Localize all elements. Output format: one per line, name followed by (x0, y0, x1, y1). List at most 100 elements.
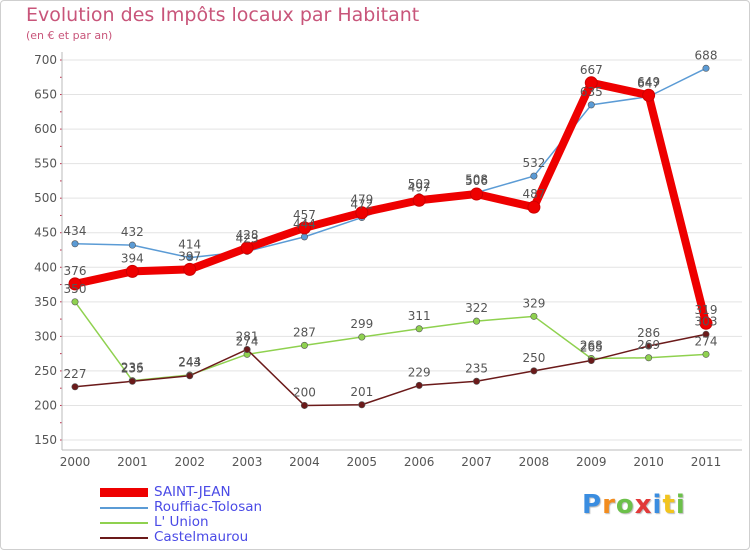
data-label-saint-jean: 649 (637, 75, 660, 89)
logo-letter: o (615, 490, 635, 520)
y-tick-label: 400 (34, 260, 57, 274)
data-label-saint-jean: 506 (465, 174, 488, 188)
data-label-castelmaurou: 227 (64, 367, 87, 381)
data-point-rouffiac-tolosan (71, 240, 79, 248)
x-tick-label: 2000 (60, 455, 91, 469)
legend-swatch-saint-jean (100, 488, 148, 497)
data-label-castelmaurou: 200 (293, 385, 316, 399)
data-point-castelmaurou (128, 377, 136, 385)
data-label-castelmaurou: 281 (236, 329, 259, 343)
x-tick-label: 2007 (461, 455, 492, 469)
data-point-castelmaurou (473, 377, 481, 385)
legend-swatch-l-union (100, 521, 148, 524)
legend-item-rouffiac-tolosan[interactable]: Rouffiac-Tolosan (100, 500, 262, 515)
data-label-castelmaurou: 201 (350, 385, 373, 399)
data-point-castelmaurou (300, 401, 308, 409)
data-point-l-union (415, 325, 423, 333)
data-label-castelmaurou: 243 (178, 356, 201, 370)
data-label-rouffiac-tolosan: 635 (580, 85, 603, 99)
data-point-saint-jean (699, 316, 713, 330)
data-label-rouffiac-tolosan: 647 (637, 77, 660, 91)
legend-item-l-union[interactable]: L' Union (100, 515, 262, 530)
data-point-castelmaurou (530, 367, 538, 375)
legend-swatch-rouffiac-tolosan (100, 506, 148, 509)
legend-label: Castelmaurou (154, 529, 249, 545)
y-tick-label: 350 (34, 295, 57, 309)
series-line-castelmaurou (74, 333, 707, 407)
legend: SAINT-JEAN Rouffiac-Tolosan L' Union Cas… (100, 485, 262, 545)
data-point-saint-jean (68, 277, 82, 291)
data-label-l-union: 236 (121, 361, 144, 375)
legend-label: SAINT-JEAN (154, 484, 231, 500)
data-label-saint-jean: 428 (236, 228, 259, 242)
data-label-rouffiac-tolosan: 688 (695, 48, 718, 62)
data-label-castelmaurou: 235 (121, 361, 144, 375)
data-point-saint-jean (240, 241, 254, 255)
data-point-castelmaurou (645, 342, 653, 350)
data-label-saint-jean: 376 (64, 264, 87, 278)
logo-letter: i (652, 490, 663, 520)
data-point-saint-jean (355, 206, 369, 220)
data-label-saint-jean: 397 (178, 249, 201, 263)
data-point-saint-jean (584, 76, 598, 90)
data-label-l-union: 322 (465, 301, 488, 315)
logo-letter: x (634, 490, 653, 520)
data-label-rouffiac-tolosan: 502 (408, 177, 431, 191)
data-label-rouffiac-tolosan: 432 (121, 225, 144, 239)
data-point-rouffiac-tolosan (186, 254, 194, 262)
data-point-rouffiac-tolosan (300, 233, 308, 241)
data-label-rouffiac-tolosan: 508 (465, 173, 488, 187)
data-label-saint-jean: 479 (350, 193, 373, 207)
data-label-rouffiac-tolosan: 532 (522, 156, 545, 170)
logo-letter: t (662, 490, 676, 520)
data-point-castelmaurou (358, 401, 366, 409)
data-point-l-union (473, 317, 481, 325)
data-point-saint-jean (642, 88, 656, 102)
y-tick-label: 250 (34, 364, 57, 378)
data-point-castelmaurou (702, 330, 710, 338)
data-point-l-union (530, 312, 538, 320)
y-tick-label: 150 (34, 433, 57, 447)
data-label-castelmaurou: 235 (465, 361, 488, 375)
legend-item-castelmaurou[interactable]: Castelmaurou (100, 530, 262, 545)
legend-label: L' Union (154, 514, 209, 530)
data-point-saint-jean (470, 187, 484, 201)
data-point-l-union (358, 333, 366, 341)
legend-item-saint-jean[interactable]: SAINT-JEAN (100, 485, 262, 500)
x-tick-label: 2001 (117, 455, 148, 469)
data-point-castelmaurou (587, 357, 595, 365)
proxiti-logo: Proxiti (582, 490, 686, 520)
legend-swatch-castelmaurou (100, 536, 148, 539)
y-tick-label: 300 (34, 329, 57, 343)
series-line-saint-jean (71, 78, 710, 328)
x-tick-label: 2003 (232, 455, 263, 469)
x-tick-label: 2010 (633, 455, 664, 469)
data-label-castelmaurou: 265 (580, 341, 603, 355)
line-chart: 150 200 250 300 350 400 450 500 550 600 650 700 2000… (34, 48, 742, 469)
plot-area (62, 52, 742, 450)
data-label-castelmaurou: 229 (408, 365, 431, 379)
y-tick-label: 650 (34, 88, 57, 102)
data-label-l-union: 274 (236, 334, 259, 348)
y-tick-label: 200 (34, 398, 57, 412)
data-label-l-union: 299 (350, 317, 373, 331)
data-label-rouffiac-tolosan: 472 (350, 198, 373, 212)
data-label-saint-jean: 667 (580, 63, 603, 77)
data-point-rouffiac-tolosan (587, 101, 595, 109)
data-point-l-union (645, 354, 653, 362)
data-point-l-union (300, 341, 308, 349)
data-label-castelmaurou: 303 (695, 314, 718, 328)
data-point-saint-jean (297, 221, 311, 235)
data-label-l-union: 350 (64, 282, 87, 296)
y-tick-label: 700 (34, 53, 57, 67)
x-tick-label: 2005 (347, 455, 378, 469)
data-point-rouffiac-tolosan (702, 64, 710, 72)
data-label-l-union: 329 (522, 296, 545, 310)
data-label-l-union: 268 (580, 338, 603, 352)
chart-subtitle: (en € et par an) (26, 29, 113, 42)
logo-letter: r (602, 490, 616, 520)
x-tick-label: 2002 (174, 455, 205, 469)
data-point-castelmaurou (415, 381, 423, 389)
data-point-saint-jean (412, 193, 426, 207)
x-tick-label: 2006 (404, 455, 435, 469)
